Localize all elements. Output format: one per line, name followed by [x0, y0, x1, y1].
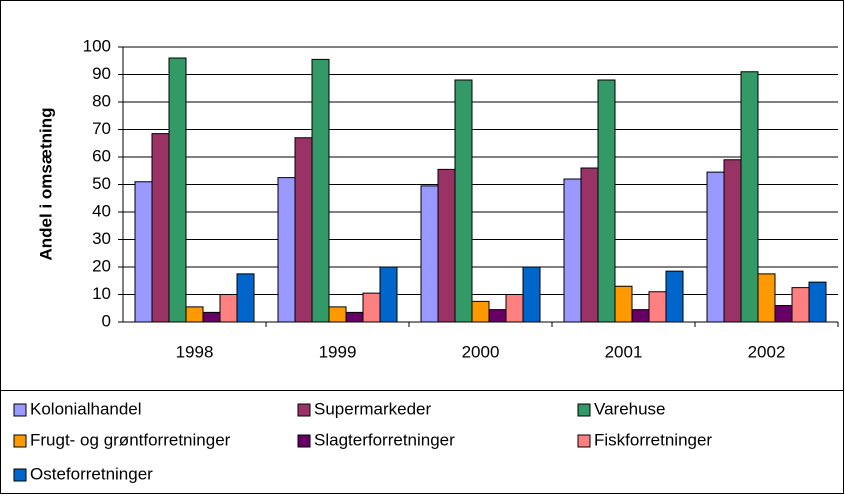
y-tick-label: 30 — [92, 229, 111, 248]
x-tick-label: 2002 — [748, 342, 786, 361]
legend-label: Osteforretninger — [30, 464, 153, 483]
bar — [185, 306, 204, 323]
x-tick-label: 1998 — [176, 342, 214, 361]
bar — [740, 71, 759, 323]
bar — [648, 291, 667, 323]
bar — [420, 185, 439, 323]
bar — [168, 57, 187, 323]
x-tick-label: 2000 — [462, 342, 500, 361]
bar — [774, 305, 793, 323]
bar — [219, 294, 238, 323]
bar — [505, 294, 524, 323]
legend-swatch — [13, 468, 27, 482]
bar — [277, 177, 296, 323]
bar — [362, 292, 381, 323]
bar — [471, 300, 490, 323]
bar — [236, 273, 255, 323]
x-tick-label: 2001 — [605, 342, 643, 361]
legend-swatch — [13, 403, 27, 417]
bar — [488, 309, 507, 323]
bar — [454, 79, 473, 323]
bar — [328, 306, 347, 323]
y-tick-label: 10 — [92, 284, 111, 303]
bar — [665, 270, 684, 323]
bar — [202, 311, 221, 323]
bar — [563, 178, 582, 323]
bar — [723, 159, 742, 323]
y-tick-label: 20 — [92, 256, 111, 275]
legend-label: Frugt- og grøntforretninger — [30, 430, 231, 449]
bar — [151, 133, 170, 323]
legend-swatch — [577, 403, 591, 417]
x-tick-label: 1999 — [319, 342, 357, 361]
y-tick-label: 0 — [102, 311, 111, 330]
y-tick-label: 100 — [83, 36, 111, 55]
legend-label: Fiskforretninger — [594, 430, 712, 449]
bar — [597, 79, 616, 323]
legend-label: Varehuse — [594, 399, 666, 418]
legend-label: Supermarkeder — [314, 399, 432, 418]
bar — [631, 309, 650, 323]
y-tick-label: 70 — [92, 119, 111, 138]
legend-swatch — [297, 403, 311, 417]
legend-label: Kolonialhandel — [30, 399, 142, 418]
legend-swatch — [577, 434, 591, 448]
legend-swatch — [13, 434, 27, 448]
bar — [311, 58, 330, 323]
bar — [345, 311, 364, 323]
y-tick-label: 80 — [92, 91, 111, 110]
y-tick-label: 90 — [92, 64, 111, 83]
bar — [808, 281, 827, 323]
y-tick-label: 60 — [92, 146, 111, 165]
bar — [580, 167, 599, 323]
bar — [134, 181, 153, 323]
y-tick-label: 40 — [92, 201, 111, 220]
bar — [757, 273, 776, 323]
legend-label: Slagterforretninger — [314, 430, 455, 449]
bar — [379, 266, 398, 323]
bar — [522, 266, 541, 323]
y-axis-label: Andel i omsætning — [36, 108, 55, 261]
y-tick-label: 50 — [92, 174, 111, 193]
legend-swatch — [297, 434, 311, 448]
legend-box — [0, 390, 844, 494]
bar — [437, 168, 456, 323]
bar — [706, 171, 725, 323]
bar — [614, 285, 633, 323]
bar — [294, 137, 313, 323]
bar — [791, 287, 810, 323]
